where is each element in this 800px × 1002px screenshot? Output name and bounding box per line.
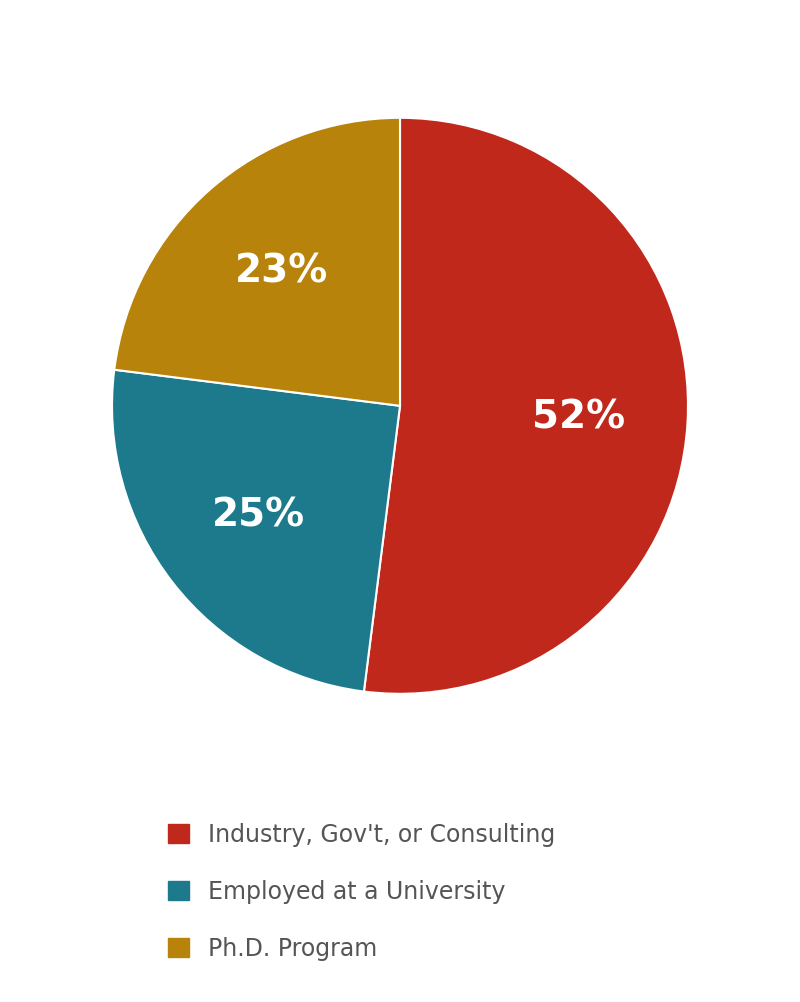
Text: 25%: 25% [212,496,306,534]
Wedge shape [112,370,400,691]
Text: 52%: 52% [532,398,625,436]
Wedge shape [364,118,688,693]
Wedge shape [114,118,400,406]
Legend: Industry, Gov't, or Consulting, Employed at a University, Ph.D. Program: Industry, Gov't, or Consulting, Employed… [156,811,567,973]
Text: 23%: 23% [235,253,329,291]
